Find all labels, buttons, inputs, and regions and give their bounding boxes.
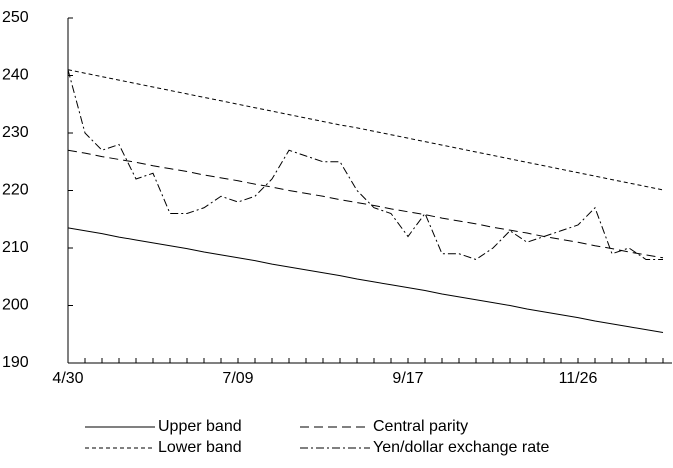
x-tick-label: 9/17 <box>392 370 423 387</box>
x-tick-label: 7/09 <box>222 370 253 387</box>
x-tick-label: 4/30 <box>52 370 83 387</box>
y-tick-label: 210 <box>2 239 29 256</box>
y-tick-label: 200 <box>2 297 29 314</box>
y-tick-label: 250 <box>2 9 29 26</box>
legend-label: Yen/dollar exchange rate <box>373 439 550 456</box>
legend-label: Lower band <box>158 439 242 456</box>
legend-label: Upper band <box>158 418 242 435</box>
y-tick-label: 230 <box>2 124 29 141</box>
legend-label: Central parity <box>373 418 468 435</box>
series-line <box>67 69 663 261</box>
series-line <box>67 69 664 191</box>
y-tick-label: 190 <box>2 354 29 371</box>
x-tick-label: 11/26 <box>559 370 598 387</box>
series-line <box>67 149 664 259</box>
y-tick-label: 220 <box>2 182 29 199</box>
series-line <box>67 227 664 334</box>
y-tick-label: 240 <box>2 67 29 84</box>
